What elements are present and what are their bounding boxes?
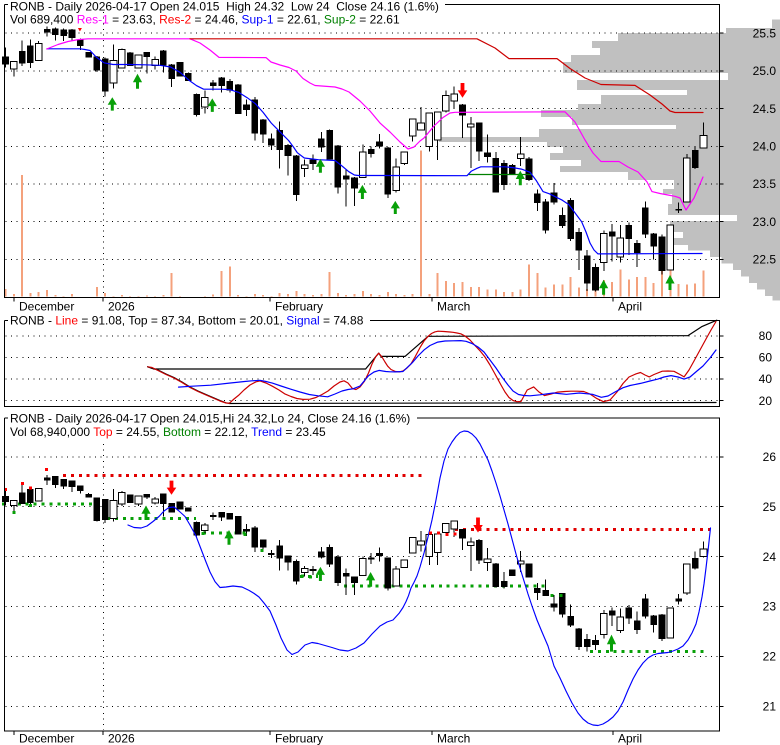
svg-text:24.5: 24.5 [753,102,777,116]
svg-text:80: 80 [759,329,773,343]
svg-text:April: April [618,732,642,745]
svg-text:23: 23 [763,600,777,614]
svg-text:22: 22 [763,650,777,664]
svg-text:21: 21 [763,700,777,714]
svg-text:December: December [19,732,74,745]
svg-text:40: 40 [759,372,773,386]
svg-text:RONB - Daily 2026-04-17 Open 2: RONB - Daily 2026-04-17 Open 24.015,Hi 2… [10,412,410,426]
svg-text:22.5: 22.5 [753,253,777,267]
svg-text:25.5: 25.5 [753,26,777,40]
svg-text:March: March [437,732,470,745]
svg-text:2026: 2026 [108,732,135,745]
svg-text:Vol 68,940,000 Top = 24.55, Bo: Vol 68,940,000 Top = 24.55, Bottom = 22.… [10,425,326,439]
svg-text:RONB - Line = 91.08, Top = 87.: RONB - Line = 91.08, Top = 87.34, Bottom… [10,314,364,328]
svg-text:RONB - Daily 2026-04-17 Open 2: RONB - Daily 2026-04-17 Open 24.015 High… [10,0,439,14]
svg-text:26: 26 [763,450,777,464]
svg-text:February: February [275,732,323,745]
svg-text:April: April [618,300,642,314]
svg-text:Vol 689,400 Res-1 = 23.63, Res: Vol 689,400 Res-1 = 23.63, Res-2 = 24.46… [10,13,400,27]
svg-text:23.0: 23.0 [753,215,777,229]
svg-text:24: 24 [763,550,777,564]
svg-text:2026: 2026 [108,300,135,314]
svg-text:March: March [437,300,470,314]
svg-text:24.0: 24.0 [753,140,777,154]
svg-text:25.0: 25.0 [753,64,777,78]
svg-text:20: 20 [759,394,773,408]
svg-text:February: February [275,300,323,314]
svg-text:23.5: 23.5 [753,177,777,191]
svg-text:60: 60 [759,351,773,365]
svg-text:25: 25 [763,500,777,514]
svg-text:December: December [19,300,74,314]
